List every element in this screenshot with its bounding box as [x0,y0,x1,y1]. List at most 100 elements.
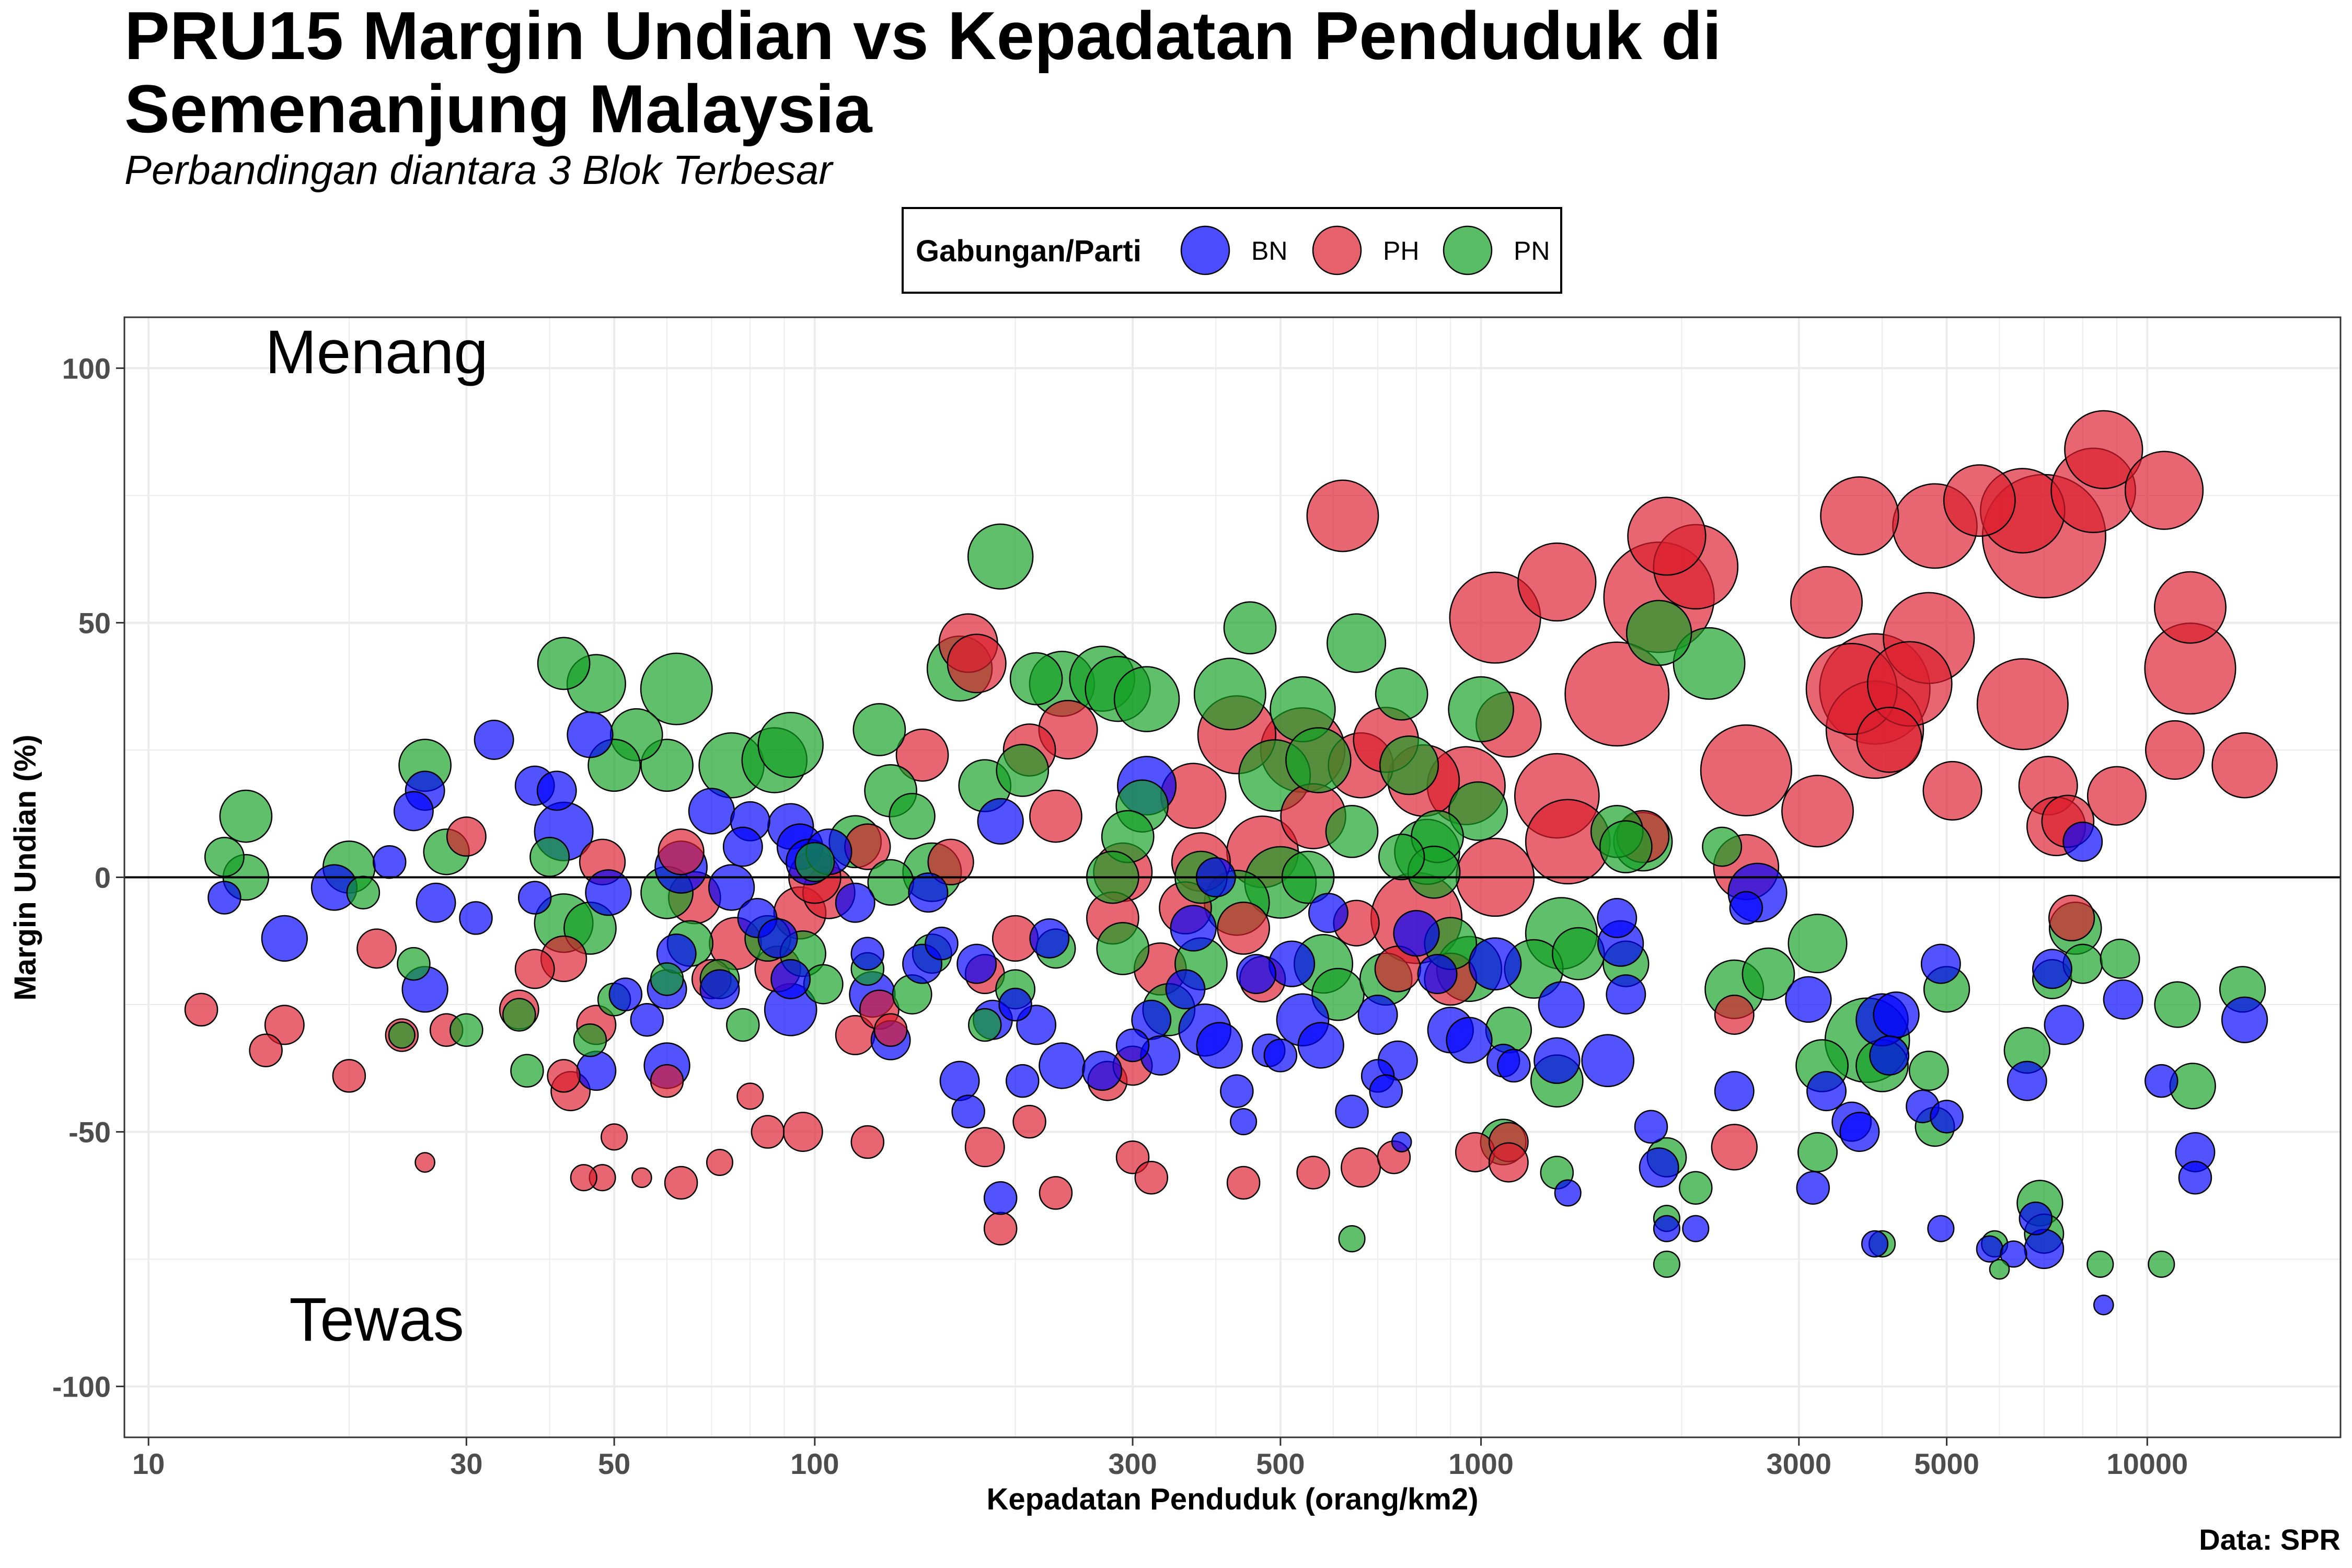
bubble-bn [1869,1035,1910,1076]
bubble-ph [547,1059,581,1093]
bubble-bn [1263,1039,1298,1073]
bubble-pn [204,837,245,877]
bubble-pn [449,1013,483,1047]
bubble-bn [1927,1215,1955,1242]
bubble-bn [939,1060,980,1101]
y-axis-title: Margin Undian (%) [8,734,42,1000]
y-tick-label: -50 [68,1116,111,1149]
bubble-bn [2019,1201,2053,1236]
bubble-pn [1193,658,1266,731]
bubble-pn [1096,922,1150,975]
bubble-pn [650,962,684,996]
bubble-pn [1599,820,1653,873]
bubble-ph [1306,479,1379,552]
x-tick-label: 10000 [2106,1447,2188,1480]
bubble-bn [722,826,763,867]
bubble-bn [1029,918,1070,959]
bubble-bn [908,872,949,913]
bubble-bn [1369,1074,1403,1108]
bubble-pn [1285,727,1352,793]
bubble-bn [2221,996,2268,1043]
bubble-bn [517,881,552,915]
bubble-bn [770,959,811,999]
bubble-pn [1797,1132,1838,1172]
bubble-bn [1653,1215,1680,1242]
bubble-bn [1597,897,1638,938]
bubble-ph [1341,1147,1381,1188]
bubble-bn [207,881,241,915]
bubble-pn [346,875,381,909]
bubble-bn [2145,1064,2178,1098]
bubble-ph [1922,760,1982,821]
bubble-bn [1806,1071,1847,1112]
bubble-pn [1788,914,1848,974]
bubble-bn [2178,1160,2212,1195]
bubble-ph [2154,571,2227,644]
bubble-pn [397,947,431,981]
annotation-tewas: Tewas [289,1285,464,1354]
bubble-pn [640,652,713,725]
y-tick-label: 0 [95,861,111,894]
bubble-ph [850,1125,885,1159]
bubble-ph [264,1005,305,1045]
bubble-ph [782,1112,823,1152]
bubble-pn [1379,735,1439,795]
bubble-ph [249,1033,283,1067]
bubble-bn [757,918,798,959]
x-tick-label: 5000 [1914,1447,1979,1480]
bubble-ph [2211,732,2278,799]
bubble-bn [1796,1171,1830,1205]
bubble-bn [1230,1108,1258,1136]
bubble-bn [925,926,959,961]
bubble-bn [1468,937,1522,990]
bubble-ph [658,828,705,875]
bubble-ph [1217,902,1270,955]
data-source-caption: Data: SPR [2199,1523,2341,1556]
bubble-bn [1729,891,1763,925]
bubble-ph [601,1123,628,1151]
bubble-pn [757,711,824,778]
bubble-bn [2007,1060,2047,1101]
bubble-bn [1039,1042,1086,1089]
bubble-bn [1082,1051,1123,1091]
bubble-pn [2154,981,2201,1028]
bubble-pn [2148,1250,2175,1278]
y-axis: -100 -50 0 50 100 [52,352,124,1403]
bubble-bn [2103,979,2143,1020]
bubble-ph [1455,1132,1495,1172]
bubble-bn [416,882,456,923]
bubble-ph [1700,724,1792,816]
bubble-ph [706,1148,734,1177]
chart-title-line-2: Semenanjung Malaysia [124,71,873,147]
bubble-pn [726,1008,760,1042]
bubble-ph [332,1059,366,1093]
x-tick-label: 10 [132,1447,165,1480]
bubble-ph [751,1115,785,1149]
bubble-bn [1639,1147,1679,1188]
bubble-bn [261,915,308,962]
bubble-pn [529,837,570,877]
bubble-ph [514,949,555,989]
bubble-ph [414,1152,435,1173]
bubble-bn [850,937,885,971]
bubble-bn [1634,1110,1668,1144]
bubble-bn [1538,981,1585,1028]
y-tick-label: -100 [52,1370,111,1403]
bubble-bn [1165,969,1206,1010]
bubble-ph [736,1082,764,1110]
bubble-bn [1391,1132,1412,1152]
bubble-ph [1296,1156,1330,1190]
x-tick-label: 3000 [1766,1447,1831,1480]
bubble-bn [585,869,632,916]
x-tick-label: 300 [1108,1447,1157,1480]
bubble-ph [1820,476,1899,556]
x-tick-label: 30 [450,1447,482,1480]
bubble-pn [388,1021,416,1049]
bubble-ph [1790,566,1863,639]
bubble-ph [1012,1104,1046,1139]
bubble-pn [1338,1225,1366,1253]
bubble-ph [1029,789,1082,843]
bubble-bn [576,1051,617,1091]
bubble-pn [1552,927,1605,981]
bubble-pn [502,998,536,1032]
